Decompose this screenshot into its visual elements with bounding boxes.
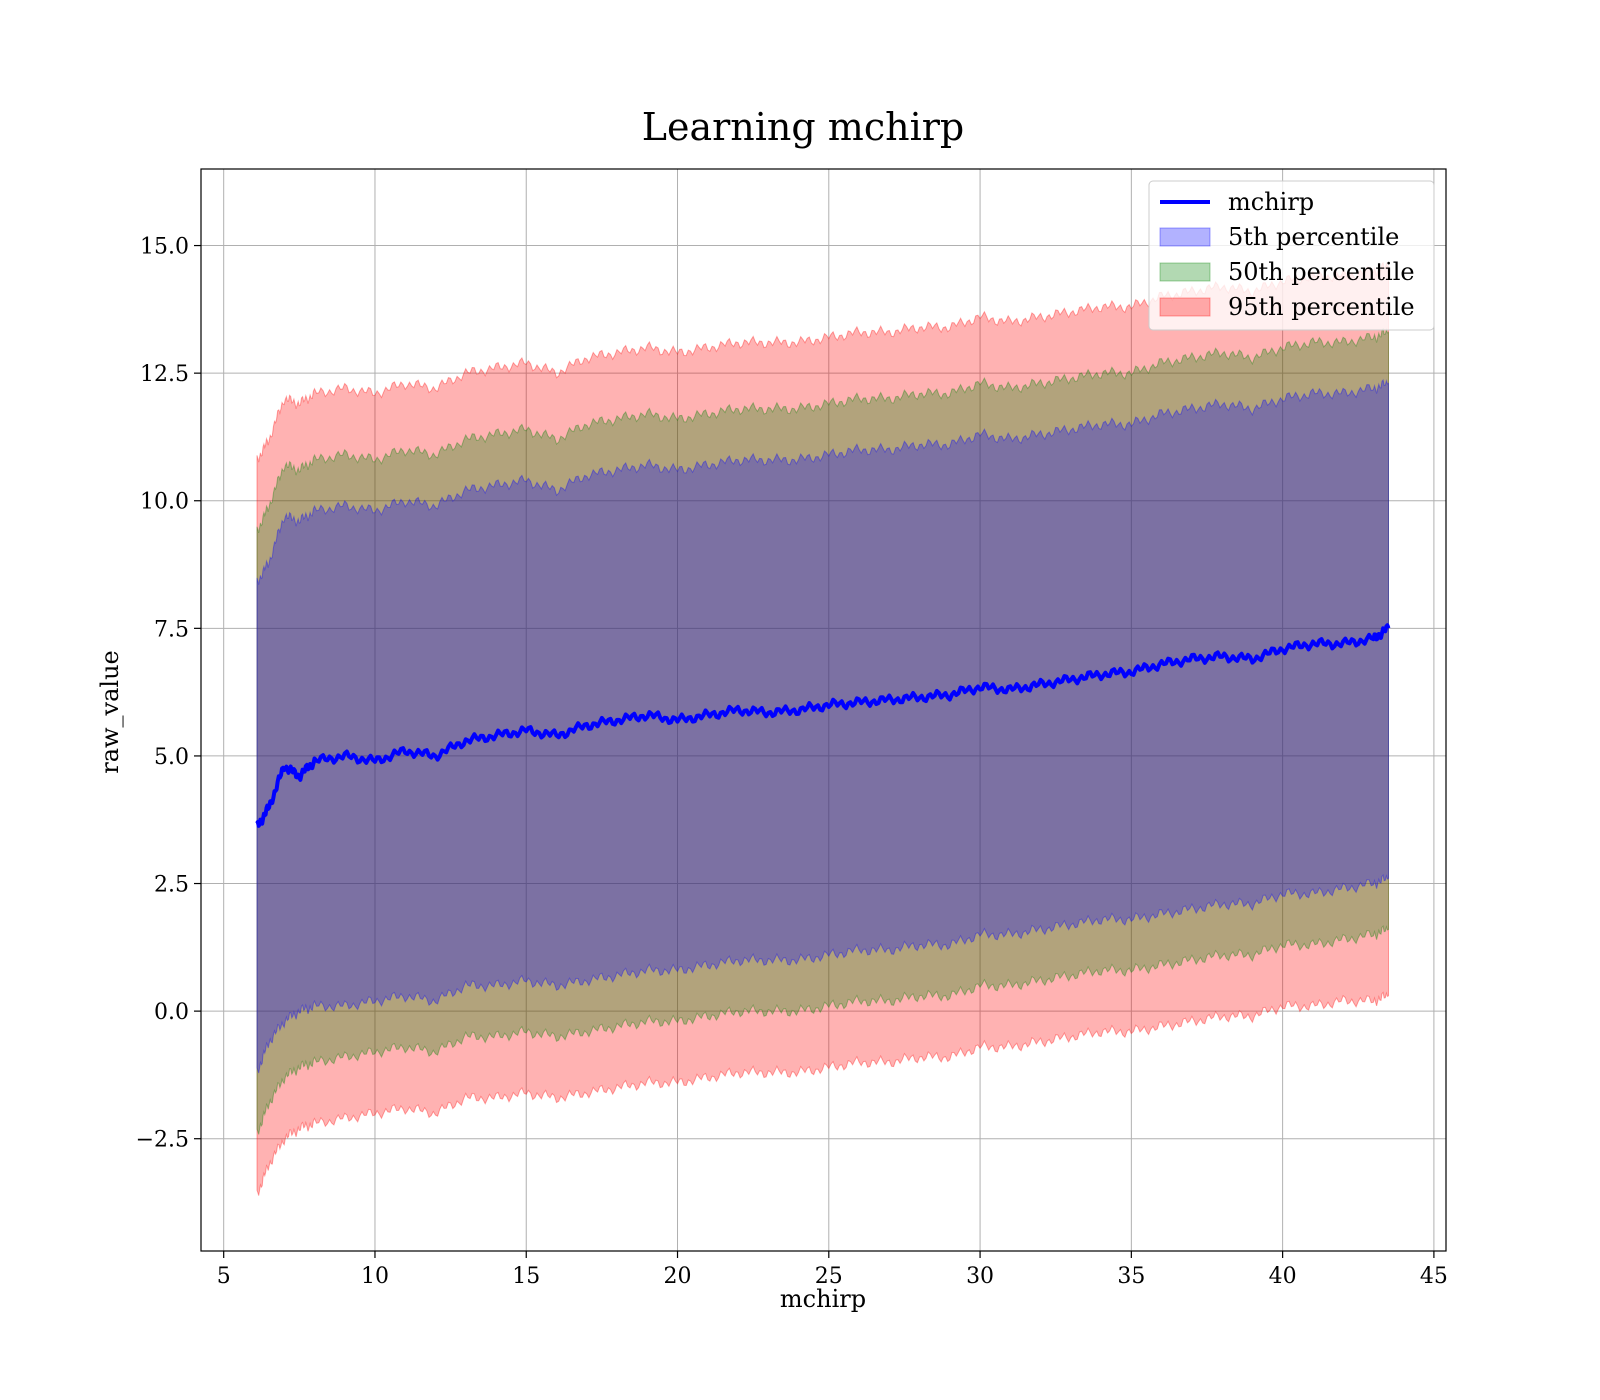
legend-label: mchirp [1228,188,1314,216]
x-tick-label: 25 [815,1264,843,1289]
x-tick-label: 15 [512,1264,540,1289]
y-tick-label: 5.0 [154,745,189,770]
y-tick-label: 0.0 [154,1000,189,1025]
y-tick-label: 12.5 [140,362,189,387]
x-tick-label: 40 [1269,1264,1297,1289]
y-tick-label: 10.0 [140,490,189,515]
legend-box [1148,180,1435,331]
y-tick-label: 2.5 [154,873,189,898]
x-tick-label: 20 [664,1264,692,1289]
plot-frame [200,168,1447,1252]
band-50th-percentile [256,327,1389,1135]
legend-label: 50th percentile [1228,258,1415,286]
legend: mchirp 5th percentile 50th percentile 95th … [1148,180,1435,331]
x-tick-label: 30 [966,1264,994,1289]
band-5th-percentile [256,378,1389,1074]
x-axis-label: mchirp [780,1285,866,1313]
legend-swatch-band [1159,262,1211,282]
x-tick-label: 5 [217,1264,231,1289]
x-tick-label: 45 [1420,1264,1448,1289]
line-mchirp [255,623,1391,828]
legend-label: 95th percentile [1228,293,1415,321]
x-tick-label: 10 [361,1264,389,1289]
x-tick-label: 35 [1117,1264,1145,1289]
y-tick-label: 15.0 [140,235,189,260]
y-axis-label: raw_value [96,650,124,774]
legend-swatch-band [1159,227,1211,247]
y-tick-label: 7.5 [154,617,189,642]
plot-area: 5 10 15 20 25 30 35 40 45 −2.5 0.0 2.5 5.0 7.5 10.0 12.… [136,168,1448,1289]
band-95th-percentile [256,261,1389,1196]
legend-swatch-band [1159,297,1211,317]
chart-title: Learning mchirp [642,105,964,149]
y-tick-label: −2.5 [136,1128,189,1153]
legend-label: 5th percentile [1228,223,1399,251]
